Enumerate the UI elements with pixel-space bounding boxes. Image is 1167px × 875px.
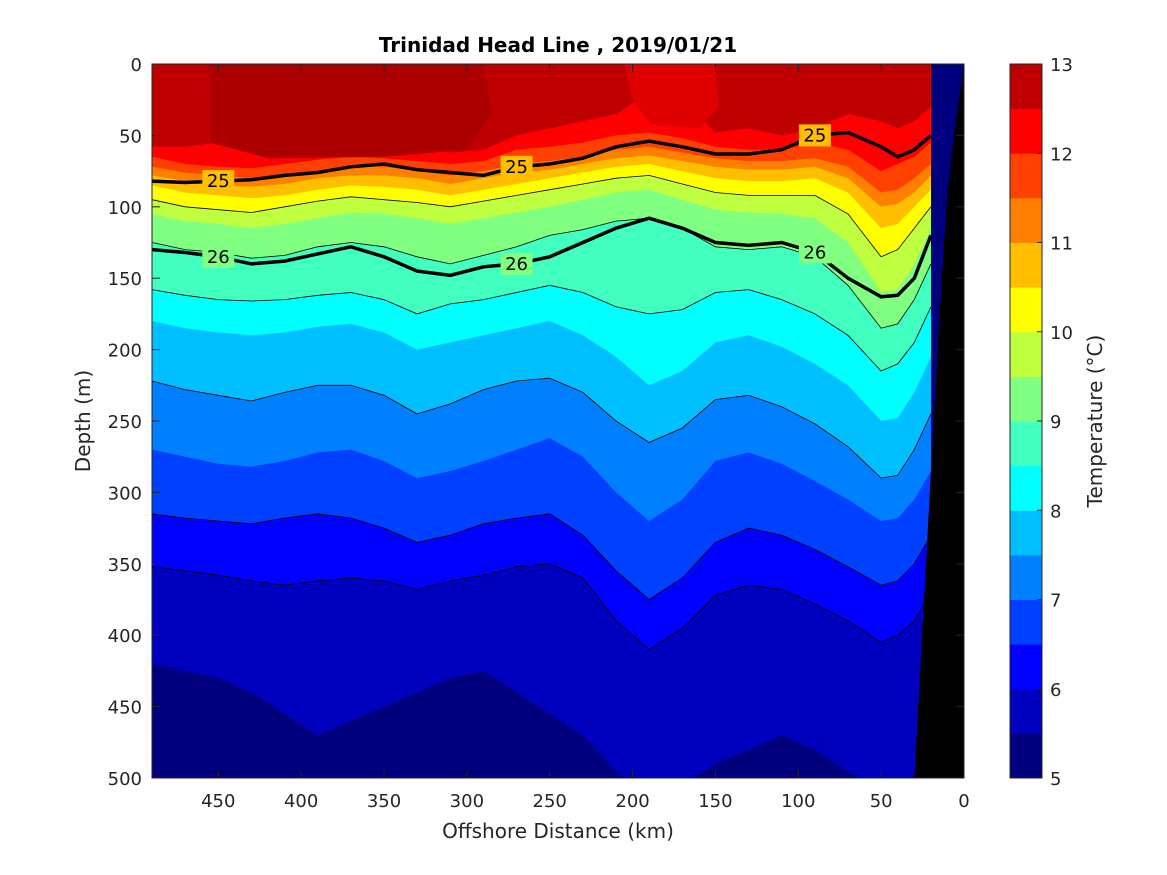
isotherm-9	[152, 217, 932, 329]
contour-label: 26	[803, 242, 826, 263]
colorbar-tick-label: 11	[1050, 234, 1073, 255]
x-tick-label: 450	[201, 791, 235, 812]
colorbar-ticks: 5 6 7 8 9 10 11 12 13	[1037, 55, 1073, 790]
colorbar-tick-label: 9	[1050, 412, 1061, 433]
colorbar-segment	[1010, 465, 1042, 511]
isotherm-7.5	[152, 377, 932, 479]
colorbar-segment	[1010, 331, 1042, 377]
contour-label: 25	[505, 157, 528, 178]
colorbar-tick-label: 10	[1050, 323, 1073, 344]
colorbar-segment	[1010, 108, 1042, 154]
warm-core-2	[624, 64, 719, 129]
contour-label: 26	[207, 247, 230, 268]
chart-title: Trinidad Head Line , 2019/01/21	[379, 33, 737, 57]
colorbar-segment	[1010, 599, 1042, 645]
contour-label-bg	[798, 241, 831, 264]
y-tick-label: 400	[108, 626, 142, 647]
y-tick-label: 0	[131, 55, 142, 76]
y-tick-label: 150	[108, 269, 142, 290]
y-tick-label: 350	[108, 555, 142, 576]
x-tick-label: 100	[781, 791, 815, 812]
colorbar-tick-label: 7	[1050, 591, 1061, 612]
colorbar-tick-label: 8	[1050, 501, 1061, 522]
x-tick-label: 250	[533, 791, 567, 812]
colorbar-segment	[1010, 733, 1042, 779]
isotherm-6	[152, 563, 932, 650]
colorbar-segment	[1010, 153, 1042, 199]
colorbar-segment	[1010, 197, 1042, 243]
colorbar	[1010, 64, 1042, 779]
contour-label-bg	[500, 252, 533, 275]
contour-label: 26	[505, 254, 528, 275]
isotherm-8.5	[152, 284, 932, 372]
temperature-bands	[152, 64, 964, 778]
isotherm-lines	[152, 174, 932, 650]
colorbar-label: Temperature (°C)	[1083, 335, 1107, 509]
x-tick-label: 400	[284, 791, 318, 812]
contour-label-bg	[500, 155, 533, 178]
density-contour-25	[152, 130, 933, 185]
y-tick-label: 500	[108, 769, 142, 790]
contour-label-bg	[798, 124, 831, 147]
colorbar-segment	[1010, 688, 1042, 734]
colorbar-segment	[1010, 554, 1042, 600]
colorbar-segment	[1010, 644, 1042, 690]
colorbar-segment	[1010, 510, 1042, 556]
y-tick-label: 200	[108, 341, 142, 362]
density-contour-26	[152, 216, 933, 299]
colorbar-tick-label: 6	[1050, 680, 1061, 701]
x-tick-label: 300	[450, 791, 484, 812]
x-tick-label: 0	[958, 791, 969, 812]
y-tick-label: 250	[108, 412, 142, 433]
x-tick-label: 350	[367, 791, 401, 812]
contour-label: 25	[803, 125, 826, 146]
warm-core-1	[210, 64, 492, 159]
x-tick-label: 200	[615, 791, 649, 812]
colorbar-segment	[1010, 421, 1042, 467]
contour-label-bg	[202, 170, 235, 193]
x-tick-label: 150	[698, 791, 732, 812]
sea-floor	[914, 64, 964, 778]
colorbar-tick-label: 5	[1050, 769, 1061, 790]
contour-label: 25	[207, 171, 230, 192]
colorbar-segment	[1010, 242, 1042, 288]
x-axis-label: Offshore Distance (km)	[442, 819, 674, 843]
colorbar-segment	[1010, 376, 1042, 422]
density-contours: 25 25 25 26 26 26	[152, 124, 933, 299]
y-axis-ticks: 0 50 100 150 200 250 300 350 400 450 500	[108, 55, 964, 790]
colorbar-segment	[1010, 64, 1042, 110]
y-tick-label: 50	[119, 126, 142, 147]
plot-area: 25 25 25 26 26 26	[152, 64, 964, 778]
isotherm-6.5	[152, 513, 932, 600]
colorbar-segment	[1010, 287, 1042, 333]
isotherm-10	[152, 174, 932, 258]
colorbar-tick-label: 12	[1050, 144, 1073, 165]
y-tick-label: 450	[108, 698, 142, 719]
y-tick-label: 100	[108, 198, 142, 219]
colorbar-tick-label: 13	[1050, 55, 1073, 76]
x-tick-label: 50	[870, 791, 893, 812]
x-axis-ticks: 450 400 350 300 250 200 150 100 50 0	[201, 64, 970, 812]
y-tick-label: 300	[108, 483, 142, 504]
y-axis-label: Depth (m)	[71, 370, 95, 472]
contour-label-bg	[202, 245, 235, 268]
